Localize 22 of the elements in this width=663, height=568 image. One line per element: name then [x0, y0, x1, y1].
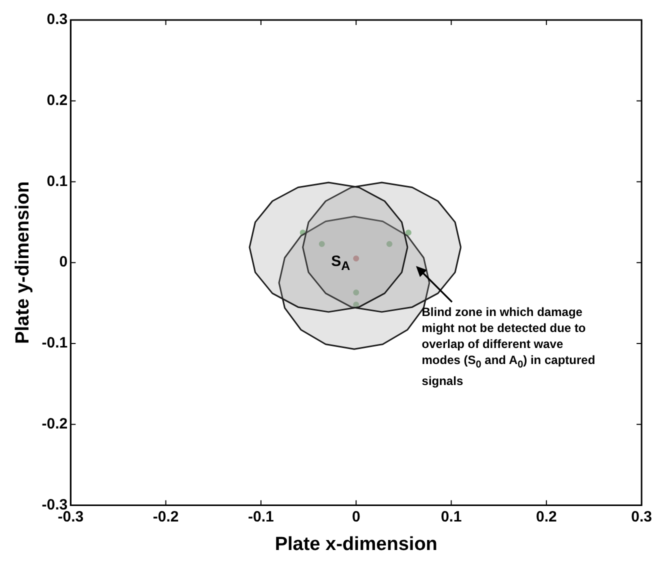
- x-tick-label: -0.2: [152, 508, 179, 526]
- point: [318, 241, 325, 247]
- x-tick-label: -0.1: [248, 508, 274, 526]
- x-tick-label: 0.2: [536, 508, 557, 526]
- point: [405, 230, 412, 236]
- y-tick-label: 0.1: [46, 172, 68, 190]
- point: [353, 290, 360, 296]
- y-tick-label: -0.1: [42, 334, 68, 352]
- point: [386, 241, 392, 247]
- x-tick-label: 0.1: [440, 508, 462, 526]
- x-tick-label: -0.3: [58, 508, 84, 526]
- x-tick-label: 0: [352, 508, 360, 526]
- annotation: S$_{A}$: [331, 252, 350, 273]
- y-tick-label: 0.2: [46, 92, 68, 110]
- text: Blind zone in which damage might not be detected due to overlap of different wave modes (S$_{0}$ and A$_{0}$) in captured signals: [422, 304, 596, 388]
- x-axis-title: Plate x-dimension: [274, 534, 438, 555]
- point: [353, 256, 360, 262]
- y-tick-label: -0.2: [42, 415, 68, 432]
- x-tick-label: 0.3: [631, 508, 652, 526]
- y-axis-title: Plate y-dimension: [12, 181, 34, 344]
- y-tick-label: 0.3: [46, 11, 68, 28]
- y-tick-label: 0: [59, 254, 68, 271]
